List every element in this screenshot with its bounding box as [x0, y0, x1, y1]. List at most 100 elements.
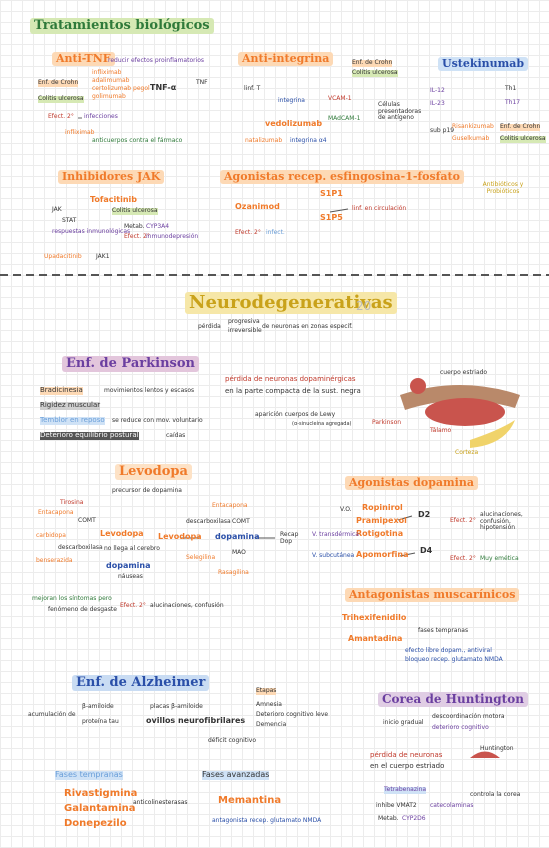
text: integrina [278, 97, 305, 104]
text: Parkinson [372, 419, 402, 426]
text: V. transdérmica [312, 531, 359, 538]
text: aparición cuerpos de Lewy [255, 411, 336, 418]
text: Deterioro equilibrio postural [40, 431, 139, 440]
text: IL-12 [430, 87, 445, 94]
text: linf. T [244, 85, 261, 92]
text: JAK1 [96, 253, 110, 260]
section-title: Agonistas recep. esfingosina-1-fosfato [220, 170, 464, 185]
text: Tofacitinib [90, 195, 137, 204]
text: Colitis ulcerosa [352, 69, 398, 77]
text: Fases avanzadas [202, 770, 270, 780]
section-title: Anti-TNF [52, 52, 115, 67]
text: efecto libre dopam., antiviral [405, 647, 492, 654]
text: precursor de dopamina [112, 487, 182, 494]
text: Antibióticos y Probióticos [482, 181, 524, 195]
text: infliximab [65, 129, 95, 136]
text: Células presentadoras de antígeno [378, 101, 422, 122]
text: Levodopa [100, 529, 144, 538]
text: inhibe VMAT2 [376, 802, 417, 809]
text: Apomorfina [356, 550, 409, 559]
text: certolizumab pegol [92, 85, 150, 92]
text: natalizumab [245, 137, 283, 144]
text: en la parte compacta de la sust. negra [225, 387, 361, 395]
brain-thalamus [425, 398, 505, 426]
text: Guselkumab [452, 135, 490, 142]
text: CYP2D6 [402, 815, 426, 822]
text: náuseas [118, 573, 143, 580]
text: benserazida [36, 557, 73, 564]
text: linf. en circulación [352, 205, 407, 212]
section-title: Agonistas dopamina [345, 476, 478, 491]
text: Huntington [480, 745, 514, 752]
arrows [180, 208, 416, 557]
text: mejoran los síntomas pero [32, 595, 112, 602]
text: β-amiloide [82, 703, 114, 710]
text: Muy emética [480, 555, 519, 562]
text: CYP3A4 [146, 223, 170, 230]
text: VCAM-1 [328, 95, 352, 102]
text: Upadacitinib [44, 253, 82, 260]
text: anticolinesterasas [133, 799, 188, 806]
text: STAT [62, 217, 77, 224]
text: V. subcutánea [312, 552, 355, 559]
text: Th1 [505, 85, 517, 92]
text: infect. [266, 229, 285, 236]
text: respuestas inmunológicas [52, 228, 131, 235]
text: S1P1 [320, 189, 343, 198]
page-title: Tratamientos biológicos [30, 18, 214, 35]
text: de neuronas en zonas específ. [262, 323, 353, 330]
text: JAK [52, 206, 62, 213]
text: placas β-amiloide [150, 703, 203, 710]
text: Memantina [218, 795, 282, 806]
text: TNF [196, 79, 208, 86]
text: alucinaciones, confusión, hipotensión [480, 511, 523, 532]
text: Selegilina [186, 554, 216, 561]
text: controla la corea [470, 791, 521, 798]
section-title: Inhibidores JAK [58, 170, 165, 185]
brain-corteza [470, 420, 515, 448]
text: alucinaciones, confusión [150, 602, 224, 609]
text: movimientos lentos y escasos [104, 387, 195, 394]
page-number: 20 [356, 299, 372, 313]
text: catecolaminas [430, 802, 474, 809]
text: Ropinirol [362, 503, 403, 512]
text: déficit cognitivo [208, 737, 256, 744]
text: pérdida [198, 323, 221, 330]
text: Rotigotina [356, 529, 404, 538]
text: vedolizumab [265, 119, 323, 128]
text: Galantamina [64, 803, 136, 814]
text: progresiva [228, 318, 260, 325]
text: proteína tau [82, 718, 119, 725]
text: TNF-α [150, 83, 177, 92]
text: anticuerpos contra el fármaco [92, 137, 183, 144]
text: Corteza [455, 449, 479, 456]
text: pérdida de neuronas dopaminérgicas [225, 375, 356, 383]
text: Risankizumab [452, 123, 494, 130]
section-title: Ustekinumab [438, 57, 529, 72]
text: Tetrabenazina [384, 786, 427, 794]
text: carbidopa [36, 532, 66, 539]
text: descarboxilasa [58, 544, 103, 551]
text: Donepezilo [64, 818, 127, 829]
text: antagonista recep. glutamato NMDA [212, 817, 322, 824]
text: Efect. 2° [450, 555, 476, 562]
text: Amnesia [256, 701, 282, 708]
text: inmunodepresión [146, 233, 199, 240]
brain-cortex [400, 385, 520, 410]
text: Efect. 2° [235, 229, 261, 236]
text: pérdida de neuronas [370, 751, 443, 759]
text: Temblor en reposo [40, 416, 105, 425]
text: Fases tempranas [55, 770, 123, 780]
text: infecciones [84, 113, 118, 120]
text: Entacapona [38, 509, 74, 516]
text: Enf. de Crohn [38, 79, 79, 87]
brain-huntington [470, 751, 500, 758]
text: dopamina [106, 561, 151, 570]
text: sub p19 [430, 127, 455, 134]
text: Efect. 2° [450, 517, 476, 524]
section-title: Enf. de Parkinson [62, 356, 199, 373]
text: caídas [166, 432, 186, 439]
text: reducir efectos proinflamatorios [108, 57, 205, 64]
text: D4 [420, 546, 433, 555]
text: COMT [78, 517, 96, 524]
